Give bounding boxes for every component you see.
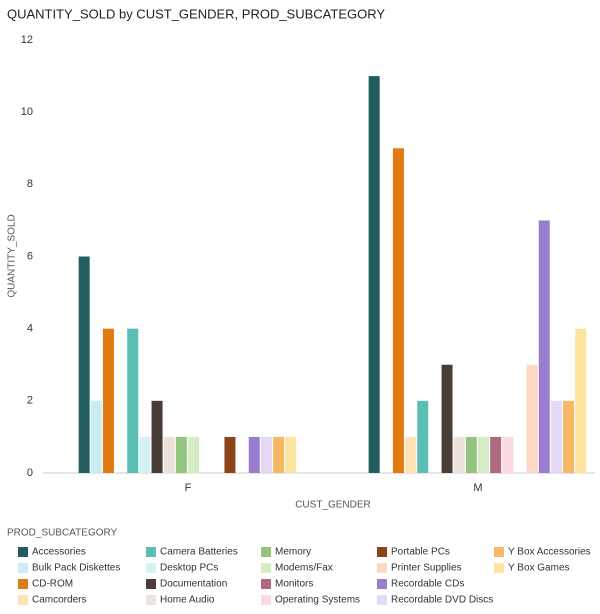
legend-swatch [146,563,156,573]
bar [285,436,297,473]
y-tick-label: 4 [27,323,33,335]
y-tick-label: 12 [21,34,33,46]
legend-swatch [261,579,271,589]
legend-swatch [18,595,28,605]
bar [102,328,114,473]
legend-label: Portable PCs [391,547,450,558]
legend-swatch [261,547,271,557]
bar [248,436,260,473]
y-tick-label: 0 [27,467,33,479]
bar [465,436,477,473]
legend-label: Operating Systems [275,595,360,606]
legend-swatch [494,563,504,573]
legend-swatch [18,547,28,557]
legend-label: CD-ROM [32,579,73,590]
bar [175,436,187,473]
legend-title: PROD_SUBCATEGORY [7,528,118,539]
bar [502,436,514,473]
bar [224,436,236,473]
bar [127,328,139,473]
bar [453,436,465,473]
legend-swatch [146,595,156,605]
legend-label: Accessories [32,547,86,558]
bar [139,436,151,473]
bar [526,364,538,473]
legend-label: Camcorders [32,595,86,606]
legend-label: Desktop PCs [160,563,218,574]
legend-swatch [377,563,387,573]
legend-label: Monitors [275,579,313,590]
bar [392,148,404,473]
chart-title: QUANTITY_SOLD by CUST_GENDER, PROD_SUBCA… [7,6,385,21]
legend-label: Home Audio [160,595,215,606]
legend-label: Memory [275,547,311,558]
legend-label: Camera Batteries [160,547,238,558]
x-tick-label: F [185,482,192,494]
bar [188,436,199,473]
legend-label: Y Box Games [508,563,570,574]
legend-swatch [146,547,156,557]
y-tick-label: 10 [21,106,33,118]
legend-swatch [261,595,271,605]
legend-swatch [377,547,387,557]
legend-label: Documentation [160,579,227,590]
x-tick-label: M [473,482,482,494]
x-axis-title: CUST_GENDER [295,500,371,511]
legend-label: Y Box Accessories [508,547,591,558]
bar [273,436,285,473]
y-tick-label: 2 [27,395,33,407]
y-tick-label: 8 [27,178,33,190]
legend-label: Recordable CDs [391,579,464,590]
bar [478,436,489,473]
legend-swatch [18,579,28,589]
legend-swatch [261,563,271,573]
y-tick-label: 6 [27,250,33,262]
legend-swatch [494,547,504,557]
bar [260,436,272,473]
y-axis-title: QUANTITY_SOLD [7,214,18,297]
legend-swatch [377,579,387,589]
legend-label: Recordable DVD Discs [391,595,493,606]
legend-label: Printer Supplies [391,563,462,574]
bar [163,436,175,473]
bar [490,436,502,473]
legend-swatch [18,563,28,573]
bar [78,256,90,473]
legend-swatch [146,579,156,589]
bar [405,436,417,473]
bar [151,400,163,473]
bar [550,400,562,473]
bar [441,364,453,473]
bar [90,400,102,473]
legend-swatch [377,595,387,605]
legend-label: Modems/Fax [275,563,333,574]
bar [417,400,429,473]
bar [575,328,587,473]
bar [563,400,575,473]
legend-label: Bulk Pack Diskettes [32,563,120,574]
bar [368,76,380,473]
bar [538,220,550,473]
